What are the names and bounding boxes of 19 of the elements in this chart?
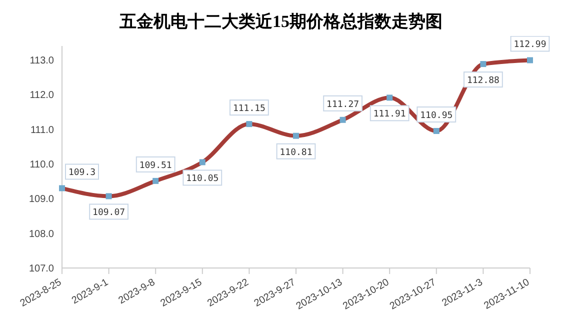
- y-tick-label: 113.0: [30, 55, 54, 66]
- data-label: 112.99: [514, 40, 546, 50]
- y-tick-label: 109.0: [28, 194, 54, 206]
- data-label: 110.81: [280, 148, 312, 158]
- data-label: 111.91: [373, 110, 406, 120]
- y-tick-label: 110.0: [30, 159, 54, 170]
- y-tick-label: 112.0: [30, 90, 54, 102]
- y-tick-label: 107.0: [28, 264, 54, 275]
- data-label: 109.3: [68, 168, 96, 178]
- y-tick-label: 108.0: [28, 228, 54, 240]
- data-label: 111.15: [232, 104, 266, 114]
- data-label: 109.51: [139, 160, 172, 171]
- y-tick-label: 111.0: [30, 124, 54, 136]
- data-label: 109.07: [92, 208, 126, 218]
- data-label: 112.88: [466, 76, 500, 86]
- data-label: 110.05: [186, 174, 219, 184]
- data-label: 110.95: [420, 110, 453, 121]
- data-label: 111.27: [326, 100, 360, 110]
- chart-title: 五金机电十二大类近15期价格总指数走势图: [118, 11, 444, 33]
